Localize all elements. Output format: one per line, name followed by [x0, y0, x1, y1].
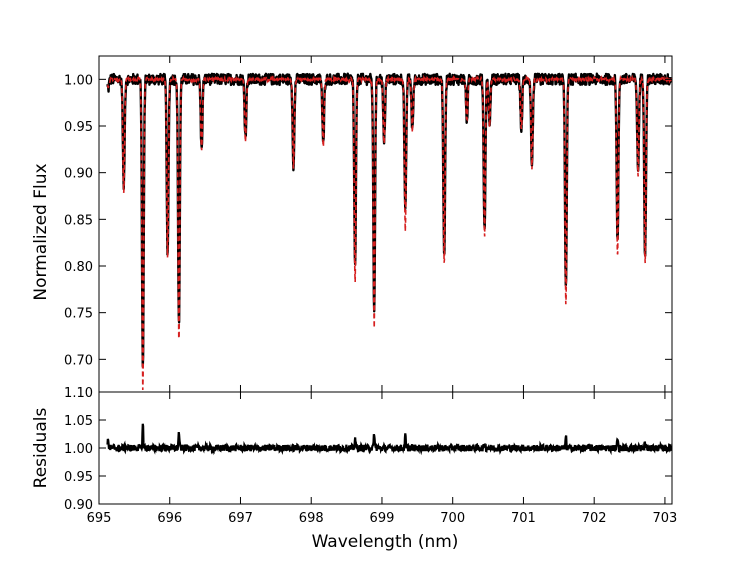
wavelength-x-ticks: 695 696 697 698 699 700 701 702 703: [87, 392, 678, 526]
flux-y-tick-label: 0.80: [64, 260, 93, 275]
model-flux-line: [106, 74, 672, 390]
residuals-y-axis-label: Residuals: [31, 408, 51, 489]
flux-panel: 1.00 0.95 0.90 0.85 0.80 0.75 0.70 1.10 Normali…: [31, 55, 673, 401]
residuals-y-tick-label: 1.00: [64, 442, 93, 457]
flux-y-tick-label: 0.70: [64, 353, 93, 368]
residuals-panel: 1.05 1.00 0.95 0.90 695 696 697 698 699 700 701 70…: [31, 391, 678, 552]
flux-y-axis-label: Normalized Flux: [31, 163, 51, 300]
wavelength-x-tick-label: 696: [157, 511, 182, 526]
residuals-y-tick-label: 0.90: [64, 498, 93, 513]
residuals-y-tick-label: 1.05: [64, 414, 93, 429]
wavelength-x-tick-label: 699: [370, 511, 395, 526]
wavelength-x-tick-label: 698: [299, 511, 324, 526]
residuals-line: [106, 423, 672, 456]
flux-y-tick-label: 0.85: [64, 213, 93, 228]
flux-y-tick-label: 1.00: [64, 73, 93, 88]
flux-y-tick-label-boundary: 1.10: [64, 386, 93, 401]
wavelength-x-tick-label: 695: [87, 511, 112, 526]
wavelength-x-tick-label: 701: [511, 511, 536, 526]
flux-y-tick-label: 0.90: [64, 167, 93, 182]
wavelength-x-tick-label: 702: [582, 511, 607, 526]
wavelength-x-tick-label: 700: [440, 511, 465, 526]
wavelength-x-tick-label: 697: [228, 511, 253, 526]
residuals-y-tick-label: 0.95: [64, 470, 93, 485]
flux-y-tick-label: 0.75: [64, 307, 93, 322]
flux-y-tick-label: 0.95: [64, 120, 93, 135]
observed-flux-line: [106, 72, 672, 368]
wavelength-x-tick-label: 703: [653, 511, 678, 526]
wavelength-x-axis-label: Wavelength (nm): [312, 532, 459, 552]
flux-y-ticks: 1.00 0.95 0.90 0.85 0.80 0.75 0.70 1.10: [64, 56, 672, 401]
residuals-y-ticks: 1.05 1.00 0.95 0.90: [64, 414, 672, 513]
